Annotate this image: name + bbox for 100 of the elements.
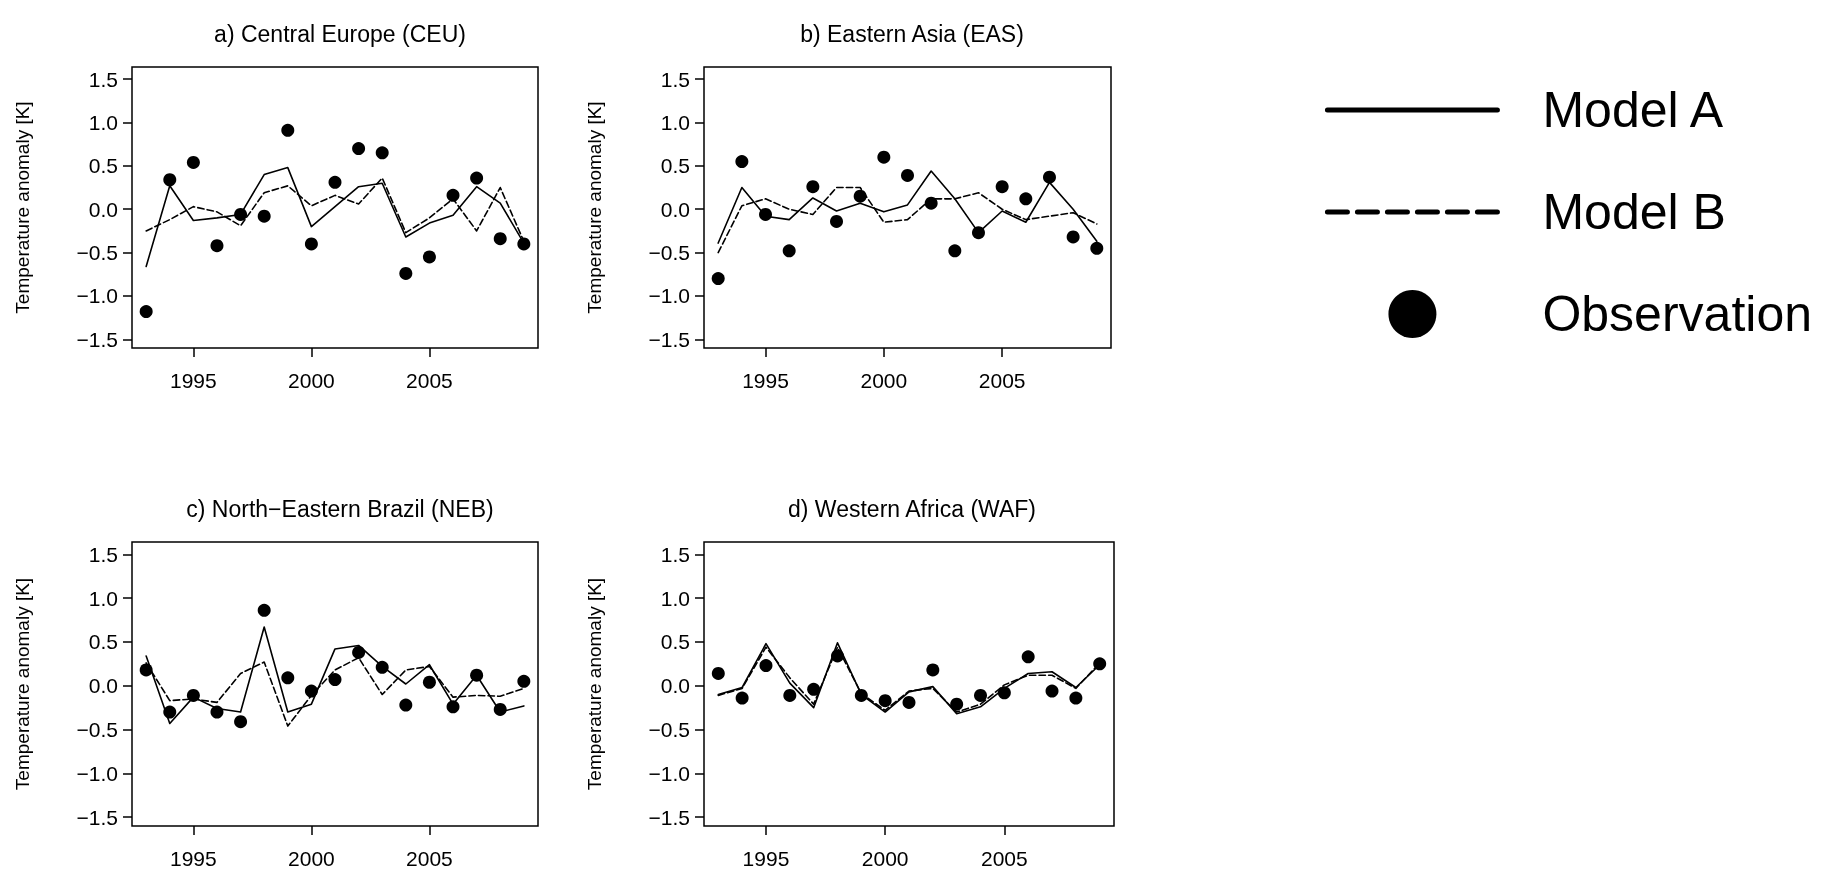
point bbox=[759, 659, 773, 673]
point bbox=[281, 671, 295, 685]
y-tick-label: 0.0 bbox=[660, 197, 690, 221]
point bbox=[711, 666, 725, 680]
y-tick-label: 1.5 bbox=[660, 542, 690, 566]
x-tick-label: 2000 bbox=[861, 847, 909, 870]
x-tick-label: 2005 bbox=[406, 369, 453, 392]
x-tick-label: 2000 bbox=[288, 847, 335, 870]
point bbox=[422, 675, 436, 689]
point bbox=[1066, 230, 1080, 244]
point bbox=[446, 188, 460, 202]
point bbox=[926, 663, 940, 677]
point bbox=[470, 171, 484, 185]
point bbox=[974, 688, 988, 702]
point bbox=[995, 180, 1009, 194]
y-tick-label: 1.5 bbox=[88, 67, 118, 91]
y-axis-title: Temperature anomaly [K] bbox=[584, 101, 605, 314]
y-tick-label: 1.0 bbox=[660, 586, 690, 610]
point bbox=[759, 207, 773, 221]
point bbox=[972, 226, 985, 240]
y-tick-label: −1.0 bbox=[76, 284, 118, 308]
point bbox=[735, 155, 749, 169]
point bbox=[352, 645, 366, 659]
point bbox=[304, 237, 318, 251]
y-tick-label: 0.0 bbox=[660, 674, 690, 698]
chart-title: c) North−Eastern Brazil (NEB) bbox=[186, 495, 494, 522]
point bbox=[257, 603, 271, 617]
y-tick-label: −0.5 bbox=[76, 241, 118, 265]
point bbox=[878, 694, 892, 708]
point bbox=[281, 123, 295, 137]
y-tick-label: 0.5 bbox=[660, 630, 690, 654]
y-tick-label: −1.5 bbox=[76, 327, 118, 351]
point bbox=[1093, 657, 1107, 671]
x-tick-label: 1995 bbox=[170, 847, 217, 870]
y-tick-label: −0.5 bbox=[76, 718, 118, 742]
chart-title: d) Western Africa (WAF) bbox=[788, 495, 1036, 522]
point bbox=[328, 175, 342, 189]
point bbox=[1090, 241, 1104, 255]
y-tick-label: 1.0 bbox=[88, 111, 118, 135]
point bbox=[139, 663, 153, 677]
point bbox=[1069, 691, 1083, 705]
y-tick-label: 1.0 bbox=[88, 586, 118, 610]
y-tick-label: −0.5 bbox=[648, 718, 690, 742]
x-tick-label: 1995 bbox=[742, 369, 789, 392]
point bbox=[399, 266, 413, 280]
point bbox=[950, 697, 964, 711]
point bbox=[517, 674, 531, 688]
point bbox=[139, 305, 153, 319]
point bbox=[257, 209, 271, 223]
point bbox=[234, 715, 248, 729]
point bbox=[1045, 684, 1059, 698]
legend-label: Model A bbox=[1542, 82, 1724, 138]
point bbox=[186, 688, 200, 702]
point bbox=[186, 155, 200, 169]
legend-label: Model B bbox=[1542, 184, 1726, 240]
x-tick-label: 2000 bbox=[860, 369, 908, 392]
point bbox=[210, 239, 224, 253]
x-tick-label: 1995 bbox=[742, 847, 790, 870]
y-tick-label: 1.0 bbox=[660, 111, 690, 135]
point bbox=[375, 146, 389, 160]
point bbox=[782, 244, 796, 258]
point bbox=[783, 688, 797, 702]
point bbox=[807, 682, 821, 696]
point bbox=[210, 705, 224, 719]
point bbox=[493, 232, 507, 246]
x-tick-label: 1995 bbox=[170, 369, 217, 392]
point bbox=[446, 700, 460, 714]
point bbox=[422, 250, 436, 264]
point bbox=[234, 207, 248, 221]
x-tick-label: 2005 bbox=[406, 847, 453, 870]
point bbox=[352, 142, 366, 156]
x-tick-label: 2005 bbox=[980, 847, 1028, 870]
point bbox=[806, 180, 820, 194]
point bbox=[470, 668, 484, 682]
y-tick-label: −1.0 bbox=[76, 761, 118, 785]
point bbox=[948, 244, 962, 258]
point bbox=[901, 168, 914, 182]
y-tick-label: 0.5 bbox=[88, 154, 118, 178]
point bbox=[163, 705, 177, 719]
point bbox=[517, 237, 531, 251]
point bbox=[1019, 192, 1033, 206]
point bbox=[902, 695, 916, 709]
point bbox=[399, 698, 413, 712]
y-tick-label: −1.0 bbox=[648, 761, 690, 785]
point bbox=[830, 214, 844, 228]
y-tick-label: −1.5 bbox=[648, 805, 690, 829]
y-tick-label: 0.0 bbox=[88, 197, 118, 221]
y-tick-label: 1.5 bbox=[88, 542, 118, 566]
point bbox=[997, 686, 1011, 700]
point bbox=[853, 189, 867, 203]
point bbox=[924, 196, 938, 210]
y-tick-label: 0.0 bbox=[88, 674, 118, 698]
point bbox=[328, 673, 342, 687]
y-tick-label: 0.5 bbox=[88, 630, 118, 654]
y-tick-label: −0.5 bbox=[648, 241, 690, 265]
point bbox=[854, 688, 868, 702]
y-axis-title: Temperature anomaly [K] bbox=[12, 101, 33, 314]
x-tick-label: 2005 bbox=[978, 369, 1026, 392]
point bbox=[1042, 170, 1056, 184]
point bbox=[711, 272, 725, 286]
